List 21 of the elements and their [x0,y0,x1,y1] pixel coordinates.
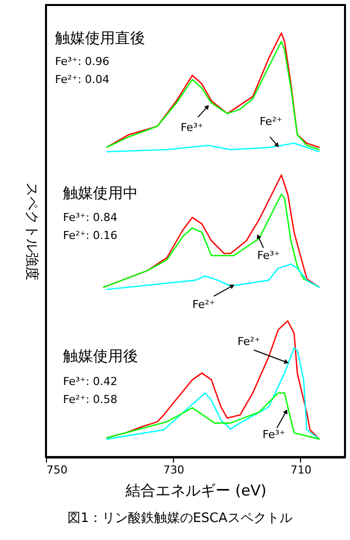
x-tick-label: 730 [163,464,184,476]
annotation: Fe²⁺ [192,298,216,312]
caption: 図1：リン酸鉄触媒のESCAスペクトル [68,511,292,526]
annotation: Fe³⁺ [180,121,204,134]
annotation: Fe²⁺: 0.04 [55,73,110,86]
x-tick-label: 750 [46,464,68,476]
annotation: Fe²⁺: 0.58 [63,393,118,406]
y-axis-title: スペクトル強度 [24,182,40,280]
annotation: 触媒使用直後 [55,29,145,47]
annotation: Fe³⁺: 0.96 [55,55,110,68]
annotation: Fe³⁺ [257,248,280,262]
annotation: Fe³⁺ [262,428,286,442]
x-tick-label: 710 [290,464,312,476]
annotation: Fe³⁺: 0.84 [63,211,118,224]
annotation: Fe³⁺: 0.42 [63,375,118,388]
x-axis-title: 結合エネルギー (eV) [124,482,266,500]
annotation: Fe²⁺: 0.16 [63,229,118,242]
annotation: Fe²⁺ [237,335,260,348]
annotation: 触媒使用中 [63,184,138,202]
annotation: Fe²⁺ [260,114,282,128]
annotation: 触媒使用後 [63,347,138,365]
